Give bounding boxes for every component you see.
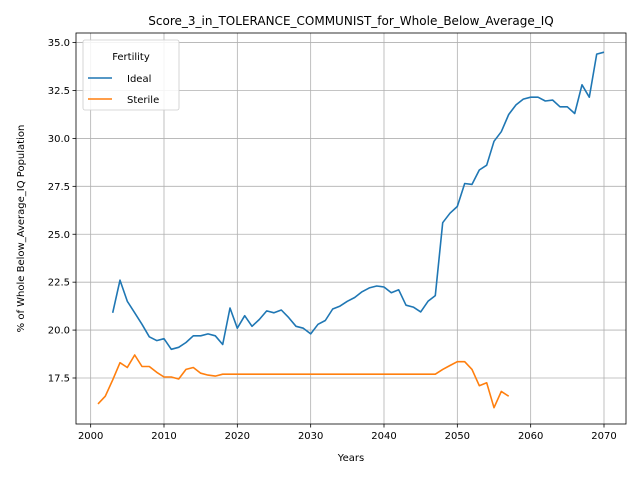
- x-tick-label: 2060: [518, 431, 543, 442]
- x-tick-label: 2010: [151, 431, 176, 442]
- x-tick-label: 2000: [78, 431, 103, 442]
- x-tick-label: 2020: [225, 431, 250, 442]
- series-line-sterile: [97, 354, 510, 409]
- x-tick-label: 2030: [298, 431, 323, 442]
- y-tick-label: 17.5: [48, 374, 70, 385]
- y-axis-label: % of Whole Below_Average_IQ Population: [16, 125, 27, 333]
- x-tick-label: 2070: [591, 431, 616, 442]
- y-tick-label: 20.0: [48, 326, 70, 337]
- x-axis-ticks: 2000 2010 2020 2030 2040 2050 2060 2070: [78, 424, 617, 442]
- legend: Fertility Ideal Sterile: [82, 39, 180, 111]
- x-axis-label: Years: [337, 453, 364, 464]
- series-line-ideal: [111, 51, 605, 351]
- y-tick-label: 27.5: [48, 182, 70, 193]
- legend-box: [82, 39, 180, 111]
- series-lines: [97, 51, 605, 409]
- chart-title: Score_3_in_TOLERANCE_COMMUNIST_for_Whole…: [148, 14, 553, 28]
- grid-lines: [76, 33, 626, 424]
- legend-title: Fertility: [112, 52, 150, 63]
- legend-label-sterile: Sterile: [127, 95, 159, 106]
- y-tick-label: 30.0: [48, 134, 70, 145]
- y-tick-label: 25.0: [48, 230, 70, 241]
- plot-frame: [75, 32, 627, 425]
- y-tick-label: 35.0: [48, 38, 70, 49]
- y-tick-label: 22.5: [48, 278, 70, 289]
- legend-label-ideal: Ideal: [127, 74, 151, 85]
- x-tick-label: 2050: [445, 431, 470, 442]
- x-tick-label: 2040: [371, 431, 396, 442]
- y-axis-ticks: 17.5 20.0 22.5 25.0 27.5 30.0 32.5 35.0: [48, 38, 76, 385]
- y-tick-label: 32.5: [48, 86, 70, 97]
